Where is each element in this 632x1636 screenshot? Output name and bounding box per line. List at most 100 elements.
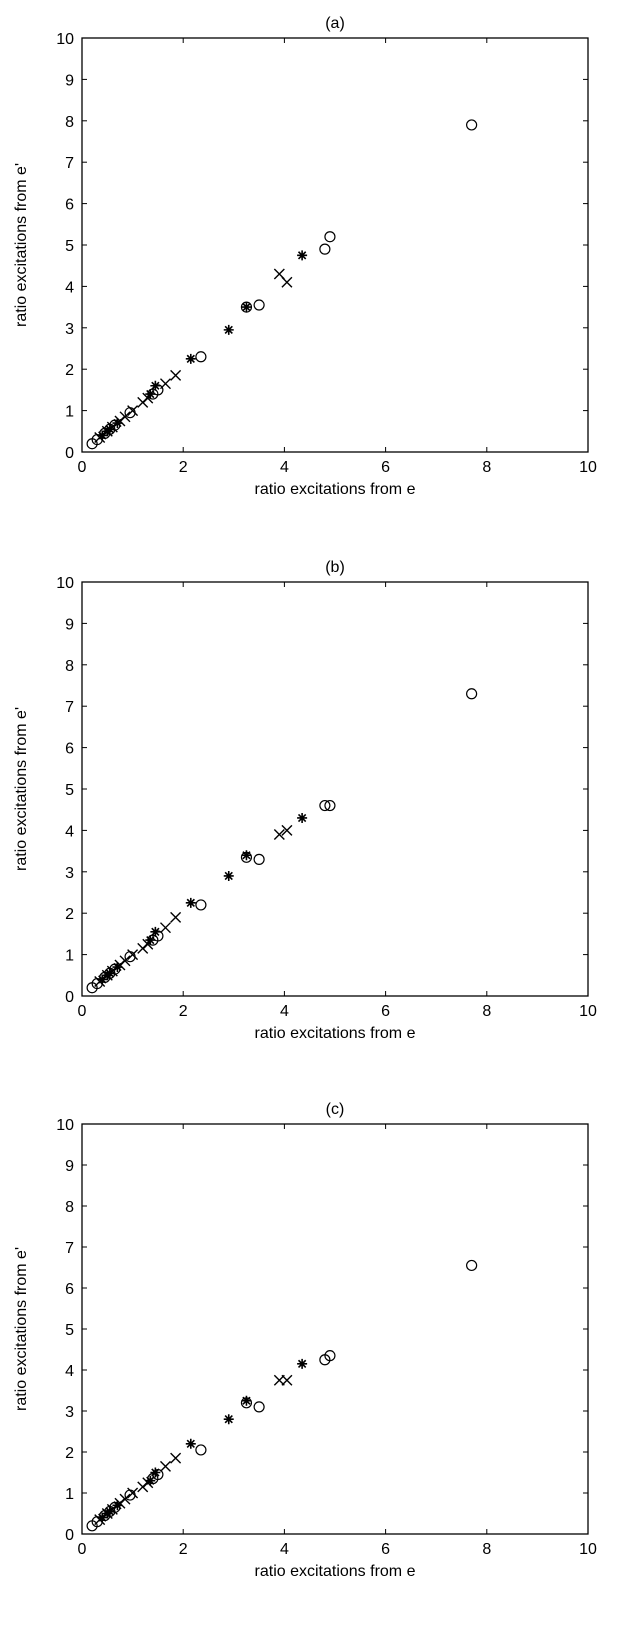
data-point-star (145, 1475, 156, 1486)
data-point-star (97, 974, 108, 985)
data-point-star (185, 897, 196, 908)
x-tick-label: 10 (579, 459, 597, 476)
y-tick-label: 5 (65, 1322, 74, 1339)
y-tick-label: 9 (65, 72, 74, 89)
chart-panel-a: (a) 0 2 4 6 8 10 0 1 2 3 4 5 6 7 8 9 10 ratio excitations … (13, 15, 597, 498)
x-tick-label: 8 (482, 459, 491, 476)
data-point-circle (324, 1350, 336, 1362)
y-tick-label: 7 (65, 699, 74, 716)
y-tick-label: 2 (65, 362, 74, 379)
data-point-cross (273, 829, 285, 841)
data-point-star (112, 418, 123, 429)
data-point-cross (119, 1493, 131, 1505)
y-tick-label: 6 (65, 741, 74, 758)
data-point-star (150, 380, 161, 391)
y-tick-label: 5 (65, 238, 74, 255)
data-point-star (145, 935, 156, 946)
y-tick-label: 8 (65, 114, 74, 131)
data-point-star (104, 424, 115, 435)
x-tick-label: 2 (179, 459, 188, 476)
y-tick-label: 7 (65, 1240, 74, 1257)
y-tick-label: 3 (65, 321, 74, 338)
data-point-star (97, 430, 108, 441)
data-point-star (297, 1358, 308, 1369)
data-point-star (223, 1414, 234, 1425)
x-tick-label: 8 (482, 1541, 491, 1558)
data-point-cross (281, 1374, 293, 1386)
data-point-circle (324, 231, 336, 243)
y-tick-label: 0 (65, 1527, 74, 1544)
y-tick-label: 3 (65, 1404, 74, 1421)
data-point-circle (466, 688, 478, 700)
y-axis-label: ratio excitations from e' (13, 707, 30, 871)
data-point-circle (466, 1259, 478, 1272)
data-point-circle (253, 1401, 265, 1413)
y-tick-label: 1 (65, 948, 74, 965)
x-tick-label: 10 (579, 1541, 597, 1558)
x-tick-label: 4 (280, 459, 289, 476)
data-point-circle (253, 299, 265, 311)
y-tick-label: 1 (65, 404, 74, 421)
y-tick-label: 4 (65, 1363, 74, 1380)
data-point-circle (152, 930, 164, 942)
data-point-circle (324, 799, 336, 812)
data-point-star (185, 1438, 196, 1449)
chart-title: (c) (326, 1101, 345, 1118)
x-tick-label: 0 (78, 1003, 87, 1020)
data-point-cross (170, 911, 182, 923)
data-point-cross (119, 955, 131, 967)
data-point-cross (281, 824, 293, 836)
y-tick-label: 4 (65, 279, 74, 296)
data-point-star (223, 324, 234, 335)
chart-panel-c: (c) 0 2 4 6 8 10 0 1 2 3 4 5 6 7 8 9 10 ratio excitations … (13, 1101, 597, 1580)
data-point-circle (195, 351, 207, 363)
data-point-cross (159, 1460, 171, 1472)
y-axis-label: ratio excitations from e' (13, 163, 30, 327)
y-tick-label: 7 (65, 155, 74, 172)
data-point-circle (195, 899, 207, 911)
data-point-star (185, 353, 196, 364)
y-tick-label: 6 (65, 197, 74, 214)
data-point-star (241, 1395, 252, 1406)
data-point-cross (159, 922, 171, 934)
data-point-circle (319, 799, 331, 812)
x-axis-label: ratio excitations from e (255, 481, 416, 498)
data-point-cross (127, 405, 139, 417)
x-tick-label: 6 (381, 1003, 390, 1020)
data-point-circle (466, 119, 478, 131)
y-tick-label: 2 (65, 906, 74, 923)
y-tick-label: 10 (56, 1117, 74, 1134)
y-tick-label: 1 (65, 1486, 74, 1503)
x-tick-label: 2 (179, 1003, 188, 1020)
data-point-star (150, 1467, 161, 1478)
y-tick-label: 0 (65, 445, 74, 462)
y-tick-label: 8 (65, 658, 74, 675)
data-point-cross (159, 378, 171, 390)
chart-panel-b: (b) 0 2 4 6 8 10 0 1 2 3 4 5 6 7 8 9 10 ratio excitations … (13, 559, 597, 1042)
data-point-star (112, 962, 123, 973)
x-axis-label: ratio excitations from e (255, 1025, 416, 1042)
x-tick-label: 4 (280, 1003, 289, 1020)
y-tick-label: 5 (65, 782, 74, 799)
data-point-cross (127, 949, 139, 961)
data-point-circle (195, 1444, 207, 1456)
y-axis-label: ratio excitations from e' (13, 1247, 30, 1411)
y-tick-label: 4 (65, 823, 74, 840)
chart-title: (b) (325, 559, 345, 576)
y-tick-label: 0 (65, 989, 74, 1006)
x-tick-label: 0 (78, 459, 87, 476)
x-tick-label: 6 (381, 459, 390, 476)
data-point-star (297, 250, 308, 261)
plot-frame (81, 37, 589, 453)
data-point-star (145, 389, 156, 400)
x-tick-label: 8 (482, 1003, 491, 1020)
x-tick-label: 4 (280, 1541, 289, 1558)
chart-title: (a) (325, 15, 345, 32)
y-tick-label: 9 (65, 616, 74, 633)
data-point-star (97, 1512, 108, 1523)
y-tick-label: 10 (56, 575, 74, 592)
x-axis-label: ratio excitations from e (255, 1563, 416, 1580)
y-tick-label: 6 (65, 1281, 74, 1298)
y-tick-label: 2 (65, 1445, 74, 1462)
